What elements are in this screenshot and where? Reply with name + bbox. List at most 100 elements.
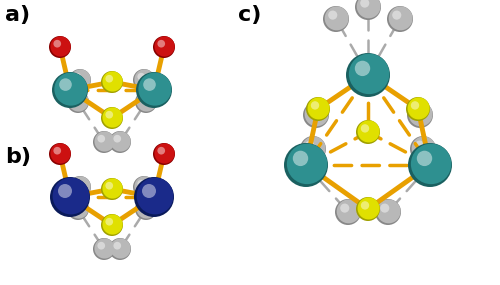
Circle shape <box>284 143 328 187</box>
Circle shape <box>101 214 123 236</box>
Circle shape <box>136 198 156 219</box>
Circle shape <box>140 95 147 103</box>
Circle shape <box>143 78 156 91</box>
Circle shape <box>358 120 380 142</box>
Circle shape <box>411 101 419 110</box>
Circle shape <box>355 61 370 76</box>
Circle shape <box>70 69 90 89</box>
Circle shape <box>72 95 79 103</box>
Circle shape <box>154 143 174 164</box>
Circle shape <box>138 73 172 106</box>
Text: a): a) <box>5 5 30 25</box>
Circle shape <box>302 137 326 160</box>
Circle shape <box>98 135 105 142</box>
Circle shape <box>323 6 349 32</box>
Circle shape <box>356 197 380 221</box>
Circle shape <box>110 238 130 258</box>
Circle shape <box>67 91 89 113</box>
Circle shape <box>158 147 165 154</box>
Circle shape <box>410 136 436 162</box>
Circle shape <box>361 201 369 209</box>
Circle shape <box>134 176 154 197</box>
Circle shape <box>106 111 113 119</box>
Circle shape <box>417 151 432 166</box>
Circle shape <box>153 143 175 165</box>
Circle shape <box>101 178 123 200</box>
Circle shape <box>72 202 79 209</box>
Circle shape <box>68 198 88 219</box>
Circle shape <box>52 72 88 108</box>
Circle shape <box>328 11 338 20</box>
Circle shape <box>408 143 452 187</box>
Circle shape <box>136 72 172 108</box>
Circle shape <box>158 40 165 48</box>
Circle shape <box>361 124 369 133</box>
Circle shape <box>356 120 380 144</box>
Circle shape <box>303 102 329 128</box>
Circle shape <box>67 198 89 220</box>
Circle shape <box>392 11 402 20</box>
Circle shape <box>74 180 81 188</box>
Circle shape <box>93 131 115 153</box>
Text: c): c) <box>238 5 262 25</box>
Circle shape <box>406 97 430 121</box>
Circle shape <box>336 200 360 223</box>
Circle shape <box>54 147 61 154</box>
Circle shape <box>293 151 308 166</box>
Circle shape <box>304 102 328 126</box>
Circle shape <box>360 0 370 8</box>
Circle shape <box>54 73 88 106</box>
Circle shape <box>138 180 145 188</box>
Circle shape <box>306 97 330 121</box>
Circle shape <box>74 73 81 81</box>
Circle shape <box>102 214 122 235</box>
Circle shape <box>102 107 122 128</box>
Circle shape <box>138 73 145 81</box>
Circle shape <box>415 141 424 150</box>
Circle shape <box>106 75 113 83</box>
Circle shape <box>346 53 390 97</box>
Circle shape <box>340 203 349 213</box>
Circle shape <box>140 202 147 209</box>
Circle shape <box>136 91 156 111</box>
Circle shape <box>375 199 401 225</box>
Circle shape <box>69 176 91 198</box>
Circle shape <box>50 177 90 217</box>
Circle shape <box>50 143 70 164</box>
Circle shape <box>54 40 61 48</box>
Circle shape <box>388 6 412 30</box>
Circle shape <box>135 91 157 113</box>
Circle shape <box>412 107 422 116</box>
Circle shape <box>93 238 115 260</box>
Circle shape <box>59 78 72 91</box>
Circle shape <box>287 144 328 184</box>
Circle shape <box>408 102 432 126</box>
Circle shape <box>98 242 105 250</box>
Circle shape <box>311 101 319 110</box>
Circle shape <box>94 238 114 258</box>
Circle shape <box>135 198 157 220</box>
Circle shape <box>110 131 130 152</box>
Circle shape <box>114 135 121 142</box>
Circle shape <box>380 203 390 213</box>
Circle shape <box>376 200 400 223</box>
Circle shape <box>408 97 430 119</box>
Circle shape <box>49 36 71 58</box>
Circle shape <box>109 238 131 260</box>
Circle shape <box>349 54 390 94</box>
Circle shape <box>356 0 380 18</box>
Circle shape <box>52 178 90 214</box>
Circle shape <box>102 178 122 199</box>
Circle shape <box>358 197 380 219</box>
Circle shape <box>154 36 174 56</box>
Circle shape <box>94 131 114 152</box>
Circle shape <box>133 176 155 198</box>
Text: b): b) <box>5 147 31 167</box>
Circle shape <box>50 36 70 56</box>
Circle shape <box>109 131 131 153</box>
Circle shape <box>142 184 156 198</box>
Circle shape <box>335 199 361 225</box>
Circle shape <box>101 71 123 93</box>
Circle shape <box>69 69 91 91</box>
Circle shape <box>70 176 90 197</box>
